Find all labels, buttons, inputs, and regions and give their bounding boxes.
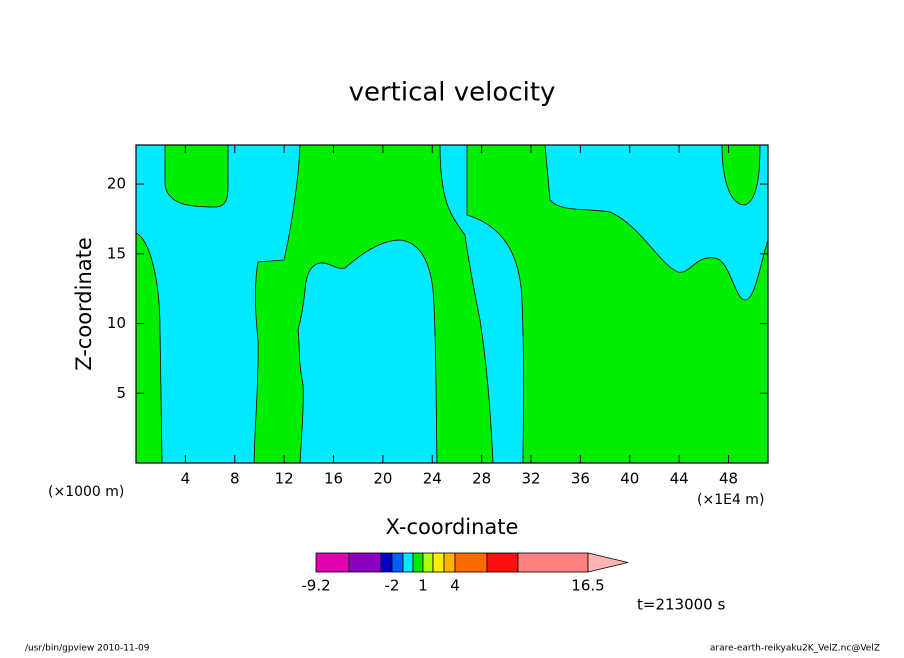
contour-region	[721, 144, 761, 206]
contour-region	[164, 144, 229, 208]
y-tick-label: 5	[116, 384, 126, 402]
colorbar-swatch	[348, 552, 382, 573]
x-unit-label: (×1000 m)	[48, 484, 124, 500]
colorbar-label: 4	[450, 577, 460, 595]
contour-region	[466, 144, 769, 464]
x-tick-label: 20	[373, 470, 392, 488]
x-axis-title: X-coordinate	[386, 515, 519, 539]
colorbar: -9.2 -2 1 4 16.5	[301, 552, 629, 595]
colorbar-swatch	[454, 552, 488, 573]
contour-field	[135, 144, 769, 464]
colorbar-swatch	[402, 552, 414, 573]
colorbar-swatch	[380, 552, 393, 573]
y-tick-label: 10	[107, 314, 126, 332]
colorbar-label: -2	[385, 577, 400, 595]
x-tick-label: 40	[620, 470, 639, 488]
x-tick-label: 36	[571, 470, 590, 488]
time-label: t=213000 s	[637, 596, 725, 614]
colorbar-swatch	[422, 552, 434, 573]
colorbar-label: 16.5	[571, 577, 604, 595]
colorbar-swatch	[517, 552, 589, 573]
x-tick-label: 28	[472, 470, 491, 488]
colorbar-swatch	[486, 552, 519, 573]
chart-title: vertical velocity	[349, 78, 556, 108]
x-tick-label: 4	[181, 470, 191, 488]
x-tick-label: 48	[719, 470, 738, 488]
colorbar-label: 1	[418, 577, 428, 595]
colorbar-swatch	[315, 552, 350, 573]
colorbar-swatch	[443, 552, 456, 573]
x-tick-label: 16	[324, 470, 343, 488]
colorbar-label: -9.2	[301, 577, 330, 595]
colorbar-swatch	[587, 552, 629, 573]
x-tick-label: 24	[423, 470, 442, 488]
footer: /usr/bin/gpview 2010-11-09	[25, 644, 150, 654]
x-tick-label: 44	[670, 470, 689, 488]
plot-frame	[135, 144, 769, 464]
colorbar-swatch	[432, 552, 445, 573]
contour-region	[135, 232, 163, 464]
y-tick-label: 15	[107, 244, 126, 262]
y-axis-title: Z-coordinate	[72, 237, 96, 371]
x-tick-label: 8	[230, 470, 240, 488]
y-tick-label: 20	[107, 175, 126, 193]
x-unit-label: (×1E4 m)	[697, 492, 764, 508]
colorbar-swatch	[412, 552, 424, 573]
contour-region	[253, 144, 494, 464]
x-tick-label: 12	[275, 470, 294, 488]
colorbar-swatch	[391, 552, 404, 573]
x-tick-label: 32	[521, 470, 540, 488]
footer: arare-earth-reikyaku2K_VelZ.nc@VelZ	[710, 644, 880, 654]
